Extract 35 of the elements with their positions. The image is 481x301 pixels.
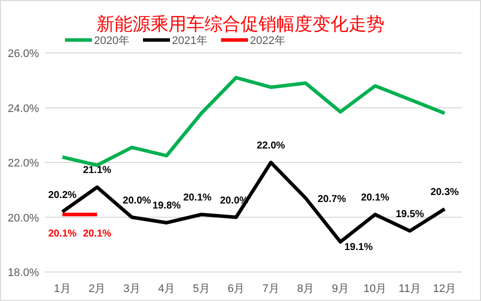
chart-title: 新能源乘用车综合促销幅度变化走势 bbox=[96, 14, 384, 34]
x-tick-label: 7月 bbox=[262, 283, 280, 295]
data-label: 19.8% bbox=[152, 200, 181, 212]
x-tick-label: 1月 bbox=[54, 283, 71, 295]
data-label: 19.5% bbox=[396, 208, 424, 220]
y-tick-label: 20.0% bbox=[8, 212, 40, 224]
data-label: 20.1% bbox=[360, 192, 390, 204]
data-label: 20.1% bbox=[183, 192, 212, 204]
data-label: 19.1% bbox=[344, 242, 373, 253]
data-label: 20.1% bbox=[48, 228, 77, 240]
x-tick-label: 10月 bbox=[364, 283, 387, 295]
y-tick-label: 22.0% bbox=[8, 158, 40, 170]
x-tick-label: 9月 bbox=[332, 283, 349, 295]
y-tick-label: 24.0% bbox=[8, 102, 40, 115]
data-label: 20.2% bbox=[48, 190, 77, 201]
data-label: 20.3% bbox=[430, 187, 459, 198]
x-tick-label: 12月 bbox=[433, 283, 456, 295]
x-tick-label: 6月 bbox=[228, 283, 245, 295]
x-tick-label: 5月 bbox=[192, 283, 210, 295]
data-label: 21.1% bbox=[82, 165, 112, 176]
legend-label: 2021年 bbox=[172, 35, 208, 47]
x-tick-label: 11月 bbox=[398, 283, 422, 295]
x-tick-label: 4月 bbox=[158, 283, 176, 295]
legend-label: 2022年 bbox=[250, 35, 286, 47]
y-tick-label: 18.0% bbox=[8, 267, 40, 279]
x-tick-label: 3月 bbox=[123, 283, 140, 295]
y-tick-label: 26.0% bbox=[8, 48, 40, 60]
data-label: 20.1% bbox=[82, 228, 112, 240]
data-label: 20.7% bbox=[318, 194, 346, 206]
x-tick-label: 8月 bbox=[297, 283, 314, 295]
x-tick-label: 2月 bbox=[88, 283, 106, 295]
data-label: 22.0% bbox=[256, 140, 286, 152]
data-label: 20.0% bbox=[122, 195, 152, 206]
line-series bbox=[60, 76, 446, 167]
legend-label: 2020年 bbox=[94, 35, 130, 47]
